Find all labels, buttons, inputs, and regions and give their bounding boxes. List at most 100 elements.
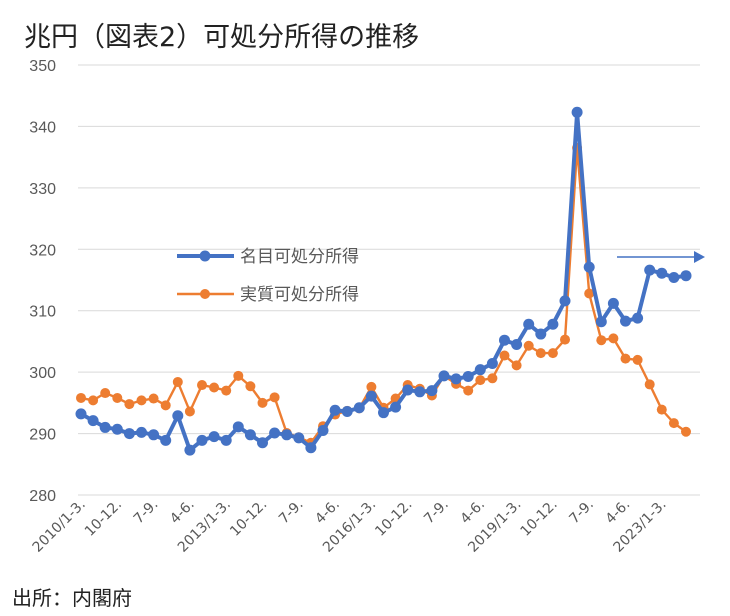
data-point <box>390 401 402 413</box>
data-point <box>414 386 426 398</box>
data-point <box>76 392 86 403</box>
data-point <box>402 384 414 396</box>
x-tick-label: 7-9. <box>421 497 452 528</box>
data-point <box>269 427 281 439</box>
legend-item: 実質可処分所得 <box>177 285 359 305</box>
source-note: 出所：内閣府 <box>12 586 132 610</box>
data-point <box>535 328 547 340</box>
legend-marker <box>200 289 210 299</box>
data-point <box>644 379 655 390</box>
data-point <box>462 370 474 382</box>
data-point <box>341 405 353 417</box>
series-line <box>80 110 687 453</box>
data-point <box>281 429 293 441</box>
data-point <box>378 407 389 419</box>
data-point <box>305 442 317 454</box>
data-point <box>668 272 680 284</box>
data-point <box>656 404 667 415</box>
data-point <box>608 333 619 344</box>
x-tick-label: 2010/1-3. <box>30 497 89 556</box>
data-point <box>680 270 692 282</box>
data-point <box>353 402 365 414</box>
data-point <box>148 393 159 404</box>
data-point <box>172 410 184 422</box>
data-point <box>499 350 510 361</box>
data-point <box>112 392 123 403</box>
data-point <box>366 381 377 392</box>
data-point <box>523 318 535 330</box>
data-point <box>293 432 305 444</box>
data-point <box>124 399 135 410</box>
data-point <box>257 437 268 449</box>
data-point <box>511 360 522 371</box>
data-point <box>596 335 607 346</box>
x-tick-label: 7-9. <box>566 497 597 528</box>
data-point <box>245 381 256 392</box>
data-point <box>257 397 268 408</box>
data-point <box>365 390 377 402</box>
y-tick-label: 280 <box>29 488 56 505</box>
data-point <box>100 388 111 399</box>
data-point <box>111 423 123 435</box>
y-axis-tick-labels: 280 290 300 310 320 330 340 350 <box>29 58 56 505</box>
data-point <box>487 373 498 384</box>
data-point <box>511 339 523 350</box>
data-point <box>644 264 656 276</box>
data-point <box>221 385 232 396</box>
y-tick-label: 320 <box>29 242 56 259</box>
data-point <box>681 426 691 437</box>
data-point <box>184 406 195 417</box>
legend-label: 名目可処分所得 <box>240 247 359 267</box>
data-point <box>474 364 486 376</box>
y-tick-label: 290 <box>29 427 56 444</box>
data-point <box>559 295 571 307</box>
y-tick-label: 330 <box>29 181 56 198</box>
x-tick-label: 4-6. <box>603 497 634 528</box>
legend-item: 名目可処分所得 <box>177 247 359 267</box>
y-tick-label: 350 <box>29 58 56 75</box>
data-point <box>160 434 172 446</box>
y-tick-label: 340 <box>29 119 56 136</box>
data-point <box>123 428 135 440</box>
data-point <box>584 288 595 299</box>
data-point <box>523 340 534 351</box>
data-point <box>87 415 99 427</box>
x-tick-label: 4-6. <box>312 497 343 528</box>
data-point <box>329 404 341 416</box>
data-point <box>632 354 643 365</box>
annotation-arrow <box>617 251 705 263</box>
data-point <box>209 382 220 393</box>
x-tick-label: 10-12. <box>517 497 560 540</box>
data-point <box>535 348 546 359</box>
data-point <box>197 380 207 391</box>
data-point <box>317 425 329 436</box>
data-point <box>595 316 607 328</box>
data-point <box>571 106 583 118</box>
data-point <box>136 395 147 406</box>
x-tick-label: 10-12. <box>227 497 270 540</box>
data-point <box>148 429 160 441</box>
data-point <box>184 444 196 456</box>
data-point <box>450 373 462 385</box>
data-point <box>463 385 474 396</box>
gridlines <box>78 64 700 496</box>
x-tick-label: 10-12. <box>372 497 415 540</box>
data-point <box>208 431 220 443</box>
legend-label: 実質可処分所得 <box>240 285 359 305</box>
data-point <box>438 370 450 382</box>
data-point <box>668 418 679 429</box>
data-point <box>160 400 171 411</box>
data-point <box>426 385 438 397</box>
data-point <box>172 376 183 387</box>
data-point <box>99 421 111 433</box>
x-tick-label: 7-9. <box>131 497 162 528</box>
legend-marker <box>199 250 211 262</box>
x-axis-tick-labels: 2010/1-3.10-12. 7-9. 4-6.2013/1-3.10-12. 7-… <box>30 497 670 556</box>
x-tick-label: 7-9. <box>276 497 307 528</box>
data-point <box>583 261 595 273</box>
data-point <box>499 334 510 346</box>
data-point <box>632 312 644 324</box>
y-tick-label: 300 <box>29 365 56 382</box>
data-point <box>656 267 668 279</box>
